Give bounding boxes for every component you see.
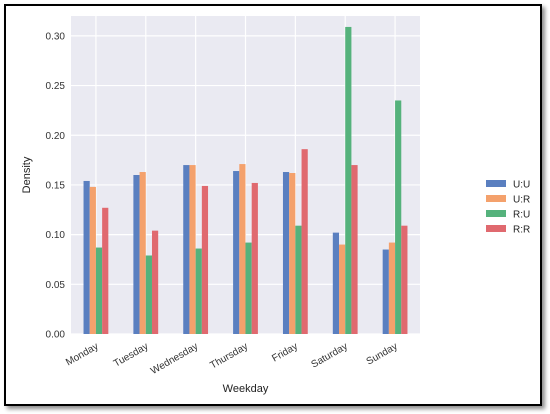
bar-rr-thursday: [251, 182, 258, 334]
legend-swatch: [486, 225, 506, 232]
bar-rr-wednesday: [201, 185, 209, 334]
bar-ru-tuesday: [145, 255, 152, 334]
bar-rr-sunday: [401, 225, 408, 334]
bar-rr-friday: [301, 149, 308, 334]
y-tick-label: 0.10: [46, 230, 66, 241]
y-tick-label: 0.05: [46, 280, 66, 291]
bar-uu-monday: [83, 180, 90, 334]
x-tick-label: Thursday: [208, 341, 250, 371]
legend-swatch: [486, 210, 506, 217]
y-tick-label: 0.00: [46, 330, 66, 341]
bar-ru-sunday: [395, 100, 402, 334]
bar-uu-tuesday: [133, 175, 140, 334]
legend-label: U:R: [513, 195, 530, 206]
x-tick-label: Sunday: [365, 341, 400, 367]
x-axis-label: Weekday: [223, 383, 269, 395]
x-tick-label: Monday: [64, 341, 100, 368]
bar-ur-friday: [289, 173, 296, 334]
y-axis-label: Density: [21, 156, 33, 193]
bar-ru-thursday: [245, 242, 252, 334]
legend-swatch: [486, 180, 506, 187]
bar-ur-monday: [89, 186, 96, 334]
bar-uu-sunday: [382, 249, 389, 334]
bar-rr-saturday: [351, 165, 358, 334]
bar-ru-friday: [295, 225, 302, 334]
bar-rr-tuesday: [151, 230, 159, 334]
y-tick-label: 0.20: [46, 131, 66, 142]
bar-ur-thursday: [239, 164, 246, 334]
bar-uu-friday: [282, 172, 290, 334]
legend-label: R:R: [513, 225, 530, 236]
legend-swatch: [486, 195, 506, 202]
bar-rr-monday: [102, 207, 109, 334]
bars-group: [83, 26, 408, 335]
bar-ru-wednesday: [195, 248, 202, 334]
bar-ur-wednesday: [189, 165, 196, 334]
legend: U:U U:R R:U R:R: [486, 180, 530, 236]
x-tick-label: Wednesday: [149, 341, 200, 377]
bar-ur-tuesday: [139, 172, 146, 334]
bar-uu-thursday: [233, 171, 240, 334]
bar-uu-wednesday: [183, 165, 190, 334]
legend-label: U:U: [513, 180, 530, 191]
x-tick-label: Saturday: [310, 341, 350, 371]
y-tick-label: 0.25: [46, 81, 66, 92]
x-tick-label: Tuesday: [112, 341, 150, 370]
y-tick-label: 0.30: [46, 31, 66, 42]
x-tick-label: Friday: [270, 341, 300, 364]
y-tick-labels: 0.00 0.05 0.10 0.15 0.20 0.25 0.30: [46, 31, 66, 340]
bar-ur-sunday: [388, 242, 396, 334]
bar-ru-monday: [95, 247, 103, 334]
bar-ur-saturday: [339, 244, 346, 334]
y-tick-label: 0.15: [46, 180, 66, 191]
bar-ru-saturday: [345, 26, 352, 335]
legend-label: R:U: [513, 210, 530, 221]
bar-uu-saturday: [332, 232, 340, 334]
